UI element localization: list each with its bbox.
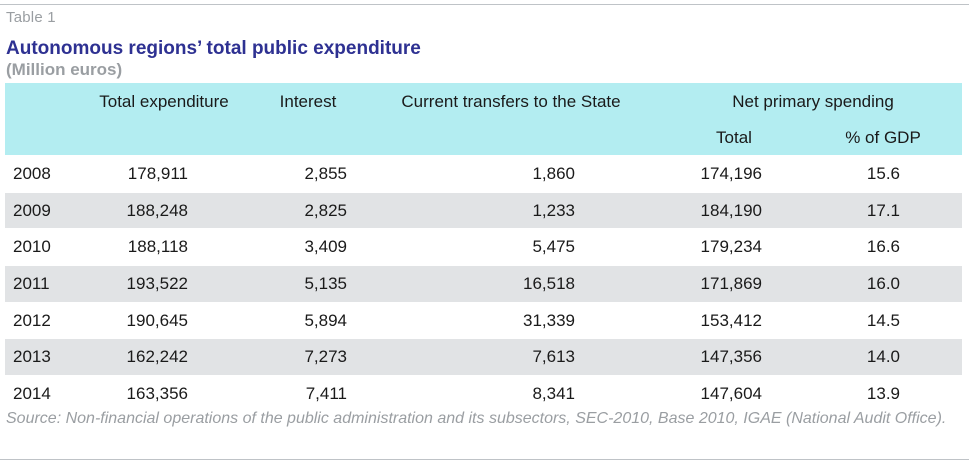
cell-total-expenditure: 163,356 [126, 383, 188, 403]
header-total-expenditure: Total expenditure [99, 91, 229, 111]
top-rule [0, 4, 969, 5]
table-header: Total expenditure Interest Current trans… [5, 83, 963, 156]
cell-current-transfers: 1,233 [532, 200, 575, 220]
cell-year: 2008 [13, 163, 51, 183]
cell-year: 2014 [13, 383, 51, 403]
cell-interest: 2,855 [304, 163, 347, 183]
table-row: 2014 163,356 7,411 8,341 147,604 13.9 [5, 375, 963, 412]
cell-nps-total: 179,234 [700, 237, 762, 257]
bottom-rule [0, 459, 969, 460]
cell-nps-pct-gdp: 16.6 [866, 237, 901, 257]
table-label: Table 1 [6, 9, 56, 26]
table-row: 2011 193,522 5,135 16,518 171,869 16.0 [5, 265, 963, 303]
cell-interest: 5,135 [304, 273, 347, 293]
cell-current-transfers: 31,339 [523, 310, 575, 330]
cell-total-expenditure: 178,911 [127, 163, 188, 183]
cell-year: 2013 [13, 347, 51, 367]
table-row: 2010 188,118 3,409 5,475 179,234 16.6 [5, 228, 963, 266]
cell-total-expenditure: 188,118 [127, 237, 188, 257]
cell-interest: 3,409 [304, 237, 347, 257]
header-interest: Interest [279, 91, 337, 111]
cell-year: 2012 [13, 310, 51, 330]
cell-nps-total: 171,869 [700, 273, 762, 293]
cell-year: 2011 [13, 273, 50, 293]
table-row: 2012 190,645 5,894 31,339 153,412 14.5 [5, 302, 963, 339]
cell-nps-pct-gdp: 17.1 [866, 200, 901, 220]
table-row: 2009 188,248 2,825 1,233 184,190 17.1 [5, 192, 963, 229]
expenditure-table: Total expenditure Interest Current trans… [5, 83, 963, 412]
cell-total-expenditure: 162,242 [126, 347, 188, 367]
cell-total-expenditure: 188,248 [126, 200, 188, 220]
cell-nps-total: 147,356 [700, 347, 762, 367]
cell-nps-pct-gdp: 15.6 [866, 163, 901, 183]
table-subtitle: (Million euros) [6, 60, 123, 79]
header-net-primary-spending: Net primary spending [732, 91, 894, 111]
header-row-sub: Total % of GDP [5, 120, 963, 156]
cell-year: 2009 [13, 200, 51, 220]
header-current-transfers: Current transfers to the State [401, 91, 621, 111]
cell-current-transfers: 7,613 [532, 347, 575, 367]
cell-nps-pct-gdp: 16.0 [866, 273, 901, 293]
table-body: 2008 178,911 2,855 1,860 174,196 15.6 20… [5, 155, 963, 412]
header-nps-total: Total [716, 127, 752, 147]
cell-current-transfers: 1,860 [532, 163, 575, 183]
cell-total-expenditure: 193,522 [126, 273, 188, 293]
table-title: Autonomous regions’ total public expendi… [6, 38, 421, 59]
source-note: Source: Non-financial operations of the … [6, 410, 947, 427]
cell-current-transfers: 5,475 [532, 237, 575, 257]
cell-nps-total: 174,196 [700, 163, 762, 183]
cell-interest: 7,273 [304, 347, 347, 367]
table-row: 2013 162,242 7,273 7,613 147,356 14.0 [5, 338, 963, 376]
header-row-top: Total expenditure Interest Current trans… [5, 83, 963, 120]
header-year-blank [5, 83, 70, 120]
cell-current-transfers: 8,341 [532, 383, 575, 403]
cell-current-transfers: 16,518 [523, 273, 575, 293]
cell-interest: 7,411 [305, 383, 347, 403]
cell-nps-pct-gdp: 14.5 [866, 310, 901, 330]
table-row: 2008 178,911 2,855 1,860 174,196 15.6 [5, 155, 963, 193]
cell-nps-pct-gdp: 14.0 [866, 347, 901, 367]
cell-interest: 2,825 [304, 200, 347, 220]
cell-nps-total: 184,190 [700, 200, 762, 220]
cell-total-expenditure: 190,645 [126, 310, 188, 330]
cell-year: 2010 [13, 237, 51, 257]
header-nps-pct-gdp: % of GDP [845, 127, 921, 147]
cell-interest: 5,894 [304, 310, 347, 330]
cell-nps-total: 153,412 [700, 310, 762, 330]
cell-nps-pct-gdp: 13.9 [866, 383, 901, 403]
cell-nps-total: 147,604 [700, 383, 762, 403]
